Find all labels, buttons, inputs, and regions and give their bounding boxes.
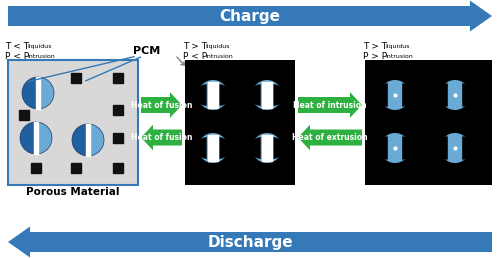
Text: P > P: P > P <box>363 52 387 61</box>
Wedge shape <box>455 80 470 110</box>
Wedge shape <box>252 80 267 110</box>
Wedge shape <box>198 80 213 110</box>
Text: Charge: Charge <box>220 9 280 23</box>
Wedge shape <box>250 84 260 106</box>
Polygon shape <box>141 125 182 150</box>
Bar <box>113 133 123 143</box>
Text: liquidus: liquidus <box>205 44 230 49</box>
Text: Heat of fusion: Heat of fusion <box>131 101 192 109</box>
Wedge shape <box>196 84 206 106</box>
Wedge shape <box>436 136 448 160</box>
Bar <box>113 163 123 173</box>
Wedge shape <box>462 83 474 107</box>
Wedge shape <box>402 83 414 107</box>
Wedge shape <box>38 77 54 109</box>
Wedge shape <box>213 133 228 163</box>
Text: T > T: T > T <box>183 42 207 51</box>
Wedge shape <box>462 136 474 160</box>
Bar <box>71 163 81 173</box>
Text: Discharge: Discharge <box>207 235 293 249</box>
Text: P < P: P < P <box>5 52 29 61</box>
Wedge shape <box>395 80 410 110</box>
Bar <box>8 60 138 185</box>
Polygon shape <box>298 92 362 118</box>
Bar <box>71 73 81 83</box>
Text: T > T: T > T <box>363 42 387 51</box>
Wedge shape <box>402 136 414 160</box>
Bar <box>31 163 41 173</box>
Text: Heat of fusion: Heat of fusion <box>131 133 192 142</box>
Text: liquidus: liquidus <box>385 44 409 49</box>
Bar <box>208 135 218 161</box>
Wedge shape <box>440 80 455 110</box>
Text: PCM: PCM <box>133 46 160 56</box>
Wedge shape <box>250 137 260 159</box>
Polygon shape <box>141 92 182 118</box>
Bar <box>34 122 38 154</box>
Bar <box>262 135 272 161</box>
Bar <box>262 82 272 108</box>
Text: P < P: P < P <box>183 52 207 61</box>
Wedge shape <box>436 83 448 107</box>
Wedge shape <box>380 133 395 163</box>
Wedge shape <box>455 133 470 163</box>
Bar <box>113 73 123 83</box>
Wedge shape <box>196 137 206 159</box>
Wedge shape <box>395 133 410 163</box>
Text: T < T: T < T <box>5 42 29 51</box>
Bar <box>113 105 123 115</box>
Bar <box>185 60 295 185</box>
Wedge shape <box>274 84 284 106</box>
Text: intrusion: intrusion <box>385 54 413 59</box>
Wedge shape <box>20 122 36 154</box>
Wedge shape <box>376 136 388 160</box>
Bar <box>86 124 90 156</box>
Text: intrusion: intrusion <box>205 54 233 59</box>
Bar <box>36 77 40 109</box>
Wedge shape <box>267 133 282 163</box>
Wedge shape <box>88 124 104 156</box>
Wedge shape <box>220 84 230 106</box>
Polygon shape <box>298 125 362 150</box>
Text: Heat of extrusion: Heat of extrusion <box>292 133 368 142</box>
Wedge shape <box>440 133 455 163</box>
Wedge shape <box>380 80 395 110</box>
Wedge shape <box>267 80 282 110</box>
Wedge shape <box>22 77 38 109</box>
Text: Porous Material: Porous Material <box>26 187 120 197</box>
Text: liquidus: liquidus <box>27 44 52 49</box>
Wedge shape <box>36 122 52 154</box>
Wedge shape <box>220 137 230 159</box>
Wedge shape <box>252 133 267 163</box>
Text: Heat of intrusion: Heat of intrusion <box>293 101 367 109</box>
Bar <box>208 82 218 108</box>
Wedge shape <box>198 133 213 163</box>
Text: intrusion: intrusion <box>27 54 55 59</box>
Polygon shape <box>8 227 492 257</box>
Polygon shape <box>8 1 492 31</box>
Bar <box>19 110 29 120</box>
Wedge shape <box>213 80 228 110</box>
Wedge shape <box>274 137 284 159</box>
Wedge shape <box>376 83 388 107</box>
Wedge shape <box>72 124 88 156</box>
Bar <box>365 60 492 185</box>
